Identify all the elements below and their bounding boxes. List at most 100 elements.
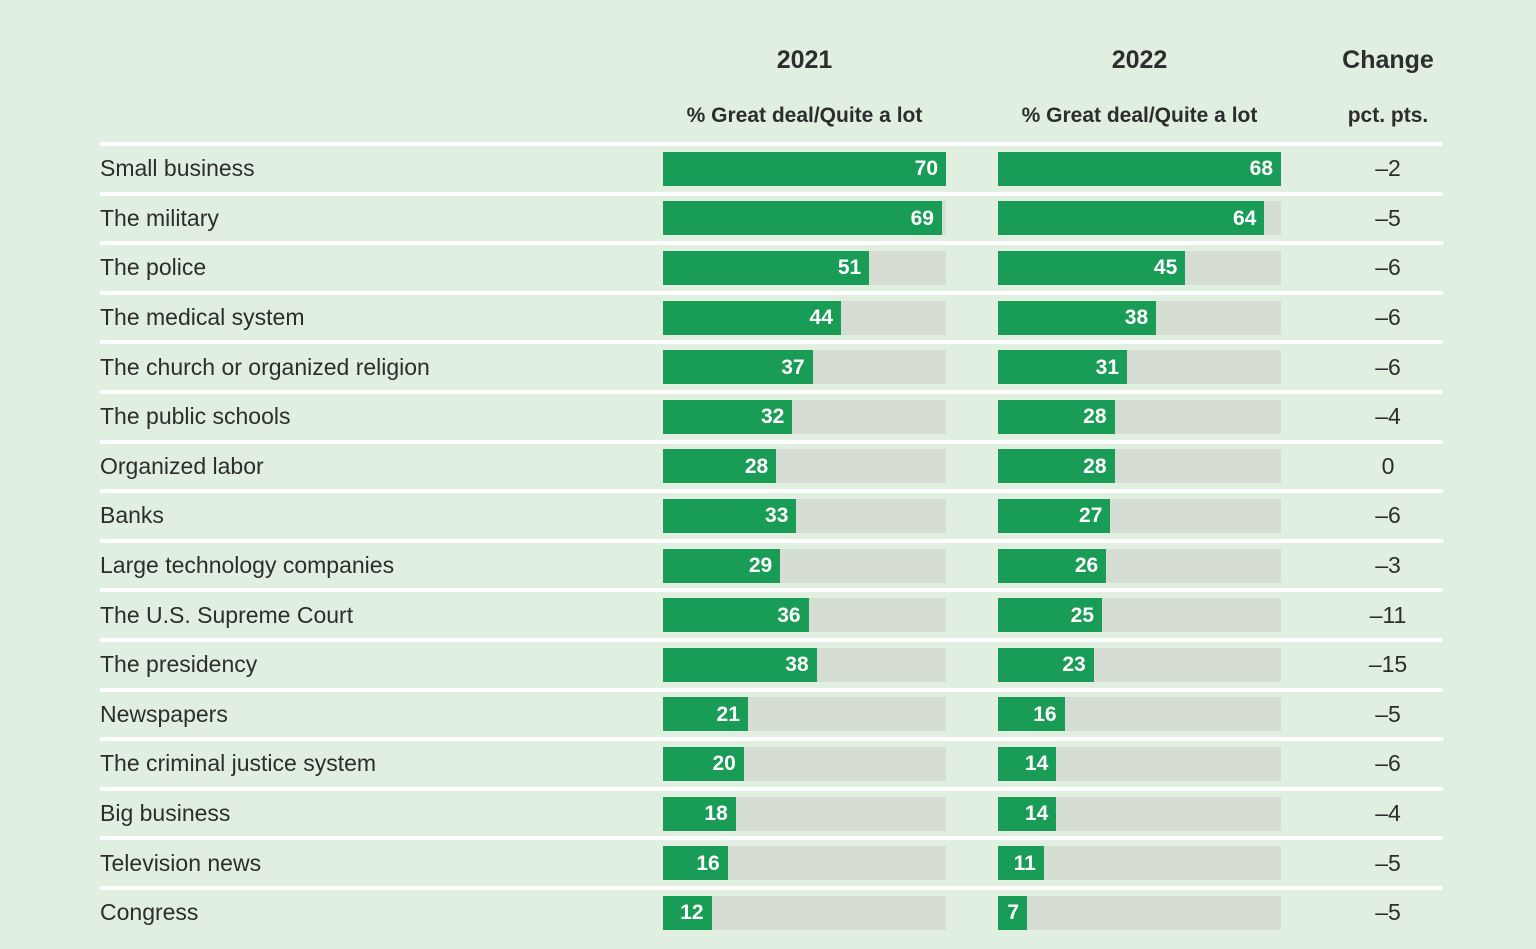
bar-cell-2022: 31 [998, 350, 1281, 385]
chart-content: 20 21 % Great deal/Quite a lot 2022 % Gre… [100, 0, 1443, 936]
column-header-2022-year: 2022 [1111, 46, 1168, 74]
table-row: Congress 12 7 –5 [100, 885, 1443, 936]
change-value: –5 [1375, 204, 1401, 231]
bar-value-2022: 26 [1074, 554, 1099, 578]
bar-value-2021: 70 [914, 157, 938, 181]
bar-cell-2021: 44 [663, 300, 946, 335]
bar-fill-2021: 37 [663, 350, 813, 385]
bar-fill-2022: 25 [998, 598, 1103, 633]
row-label: The church or organized religion [100, 353, 430, 380]
bar-value-2021: 37 [781, 355, 805, 379]
header-spacer [100, 0, 663, 142]
change-value: –6 [1375, 254, 1401, 281]
bar-fill-2021: 21 [663, 697, 748, 732]
bar-value-2021: 28 [744, 454, 769, 478]
row-label: The U.S. Supreme Court [100, 601, 354, 628]
bar-value-2021: 36 [777, 603, 801, 627]
change-value: –15 [1368, 651, 1408, 678]
change-value: –6 [1375, 304, 1401, 331]
bar-value-2022: 27 [1079, 504, 1103, 528]
bar-value-2022: 23 [1062, 653, 1086, 677]
change-value: –4 [1375, 800, 1401, 827]
column-header-change-title: Change [1342, 46, 1434, 74]
row-label: Big business [100, 800, 231, 827]
bar-cell-2021: 32 [663, 399, 946, 434]
table-body: Small business 70 68 –2 The military 69 [100, 142, 1443, 936]
bar-fill-2022: 14 [998, 796, 1057, 831]
bar-fill-2021: 12 [663, 895, 712, 930]
table-row: Organized labor 28 28 0 [100, 439, 1443, 490]
table-row: Small business 70 68 –2 [100, 142, 1443, 192]
bar-track-2022: 11 [998, 846, 1281, 881]
bar-value-2021: 38 [785, 653, 809, 677]
bar-value-2022: 28 [1083, 454, 1107, 478]
row-label: The presidency [100, 651, 258, 678]
bar-value-2021: 20 [712, 752, 736, 776]
bar-track-2021: 70 [663, 151, 946, 186]
bar-cell-2021: 28 [663, 449, 946, 484]
table-row: Banks 33 27 –6 [100, 489, 1443, 539]
bar-value-2022: 14 [1024, 802, 1049, 826]
bar-track-2021: 16 [663, 846, 946, 881]
bar-track-2022: 38 [998, 300, 1281, 335]
bar-cell-2022: 25 [998, 598, 1281, 633]
bar-cell-2022: 23 [998, 647, 1281, 682]
bar-cell-2021: 12 [663, 895, 946, 930]
bar-track-2021: 37 [663, 350, 946, 385]
bar-cell-2022: 14 [998, 746, 1281, 781]
row-label: The military [100, 204, 219, 231]
bar-value-2022: 28 [1083, 405, 1107, 429]
table-row: The public schools 32 28 –4 [100, 389, 1443, 440]
bar-track-2021: 36 [663, 598, 946, 633]
bar-fill-2021: 44 [663, 300, 841, 335]
table-row: The U.S. Supreme Court 36 25 –11 [100, 588, 1443, 638]
bar-fill-2021: 16 [663, 846, 728, 881]
bar-cell-2021: 51 [663, 250, 946, 285]
table-row: The presidency 38 23 –15 [100, 637, 1443, 688]
bar-value-2021: 51 [837, 256, 862, 280]
row-label: Congress [100, 899, 199, 926]
bar-cell-2022: 27 [998, 498, 1281, 533]
bar-fill-2022: 68 [998, 151, 1281, 186]
bar-cell-2022: 68 [998, 151, 1281, 186]
bar-track-2021: 20 [663, 746, 946, 781]
bar-cell-2021: 70 [663, 151, 946, 186]
bar-cell-2022: 28 [998, 449, 1281, 484]
bar-fill-2021: 29 [663, 548, 781, 583]
column-header-2022: 2022 % Great deal/Quite a lot [998, 0, 1281, 142]
bar-fill-2021: 20 [663, 746, 744, 781]
bar-fill-2022: 23 [998, 647, 1094, 682]
bar-value-2022: 16 [1033, 702, 1057, 726]
bar-track-2022: 64 [998, 201, 1281, 236]
bar-cell-2022: 7 [998, 895, 1281, 930]
column-header-2022-subtitle: % Great deal/Quite a lot [1021, 104, 1258, 127]
bar-cell-2022: 26 [998, 548, 1281, 583]
bar-track-2021: 69 [663, 201, 946, 236]
bar-track-2022: 25 [998, 598, 1281, 633]
bar-track-2022: 14 [998, 746, 1281, 781]
bar-cell-2022: 64 [998, 201, 1281, 236]
bar-cell-2021: 37 [663, 350, 946, 385]
bar-cell-2021: 38 [663, 647, 946, 682]
bar-fill-2022: 16 [998, 697, 1065, 732]
change-value: –5 [1375, 849, 1401, 876]
change-value: –3 [1375, 552, 1401, 579]
bar-track-2022: 16 [998, 697, 1281, 732]
change-value: –4 [1375, 403, 1401, 430]
table-row: Newspapers 21 16 –5 [100, 687, 1443, 738]
bar-cell-2021: 16 [663, 846, 946, 881]
table-row: Television news 16 11 –5 [100, 836, 1443, 886]
bar-fill-2022: 11 [998, 846, 1044, 881]
bar-track-2021: 44 [663, 300, 946, 335]
row-label: Small business [100, 155, 255, 182]
bar-cell-2021: 21 [663, 697, 946, 732]
bar-value-2022: 68 [1249, 157, 1273, 181]
bar-track-2022: 14 [998, 796, 1281, 831]
change-value: –2 [1375, 155, 1401, 182]
bar-value-2021: 21 [716, 702, 740, 726]
bar-value-2021: 29 [748, 554, 773, 578]
bar-value-2022: 64 [1233, 206, 1257, 230]
row-label: Television news [100, 849, 262, 876]
bar-fill-2022: 14 [998, 746, 1057, 781]
bar-value-2021: 18 [704, 802, 728, 826]
